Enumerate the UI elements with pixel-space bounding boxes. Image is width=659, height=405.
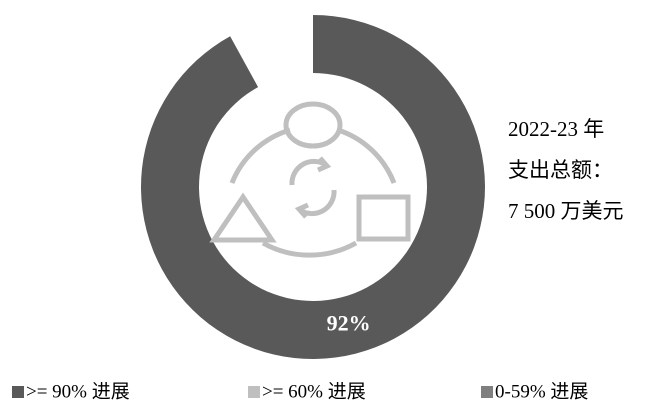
- legend-swatch: [12, 386, 24, 398]
- icon-cycle: [294, 189, 337, 219]
- legend-label: >= 90% 进展: [26, 380, 130, 402]
- annotation-line: 2022-23 年: [508, 117, 604, 141]
- annotation-line: 7 500 万美元: [508, 199, 624, 223]
- icon-triangle: [209, 192, 277, 243]
- icon-circle: [283, 101, 343, 149]
- donut-slice: [230, 14, 313, 88]
- legend-swatch: [248, 386, 260, 398]
- annotation-line: 支出总额：: [508, 158, 613, 182]
- icon-arc: [229, 127, 291, 184]
- icon-square: [356, 194, 411, 242]
- legend-label: >= 60% 进展: [262, 380, 366, 402]
- icon-cycle: [289, 156, 332, 186]
- icon: [209, 101, 411, 258]
- donut-slice: [140, 15, 486, 359]
- data-label: 92%: [327, 311, 371, 336]
- icon-arc: [261, 240, 358, 258]
- legend-swatch: [481, 386, 493, 398]
- icon-arc: [337, 127, 397, 184]
- legend-label: 0-59% 进展: [495, 380, 588, 402]
